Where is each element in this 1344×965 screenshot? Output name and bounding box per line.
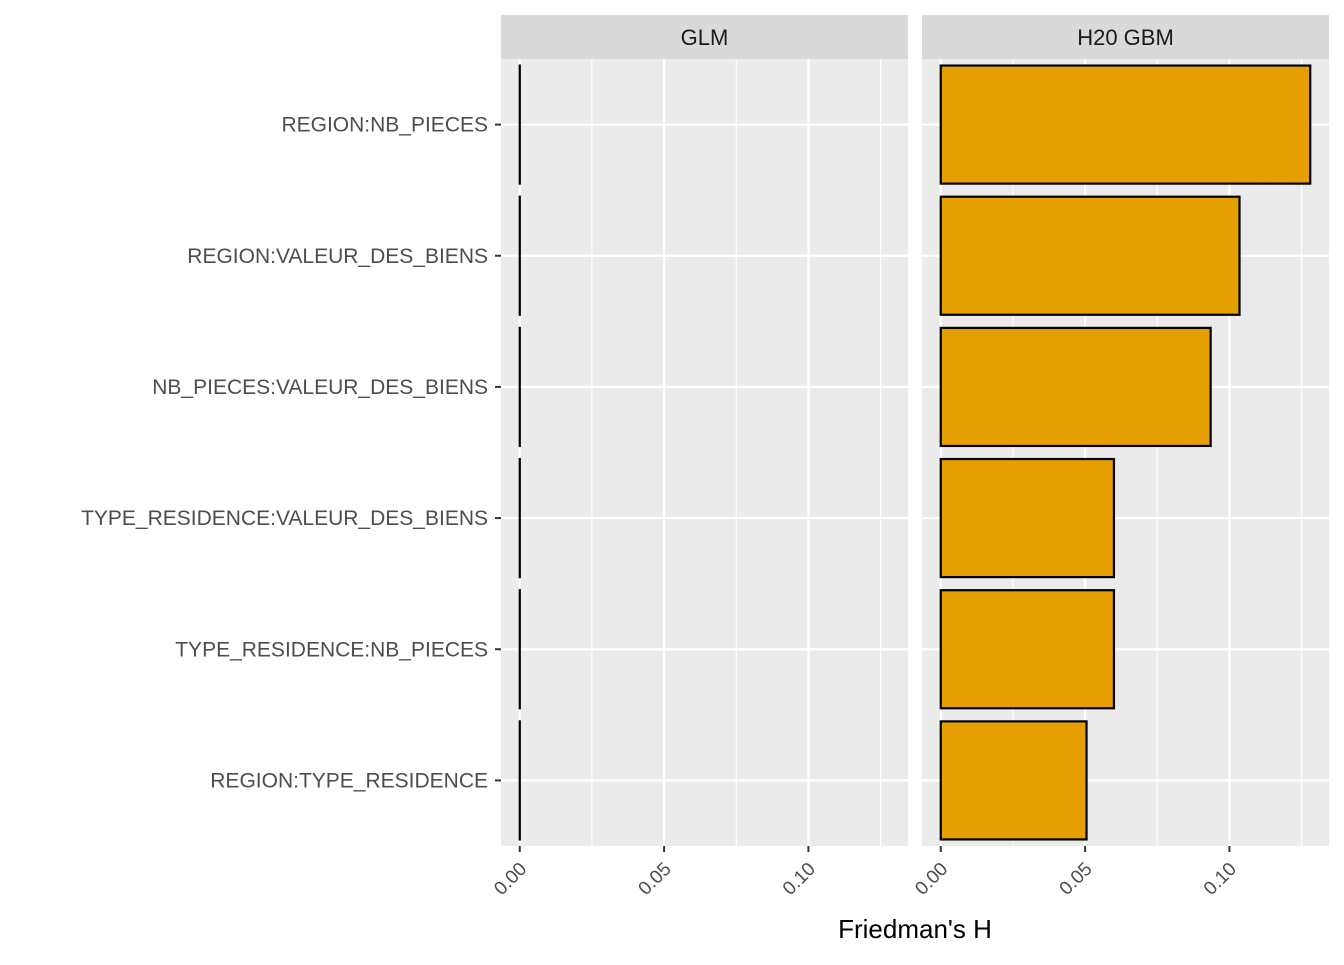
facet-strip-label: H20 GBM [1077, 25, 1174, 50]
x-tick-label: 0.10 [779, 859, 820, 900]
y-tick-label: TYPE_RESIDENCE:VALEUR_DES_BIENS [81, 507, 488, 530]
y-tick-label: REGION:NB_PIECES [281, 114, 488, 137]
y-tick-label: REGION:VALEUR_DES_BIENS [187, 245, 488, 268]
bar [941, 590, 1114, 708]
y-tick-label: REGION:TYPE_RESIDENCE [210, 769, 488, 792]
x-tick-label: 0.10 [1200, 859, 1241, 900]
x-tick-label: 0.00 [490, 859, 531, 900]
bar [941, 459, 1114, 577]
bar [941, 721, 1087, 839]
bar [941, 197, 1240, 315]
x-axis-title: Friedman's H [838, 914, 992, 944]
bar [941, 328, 1211, 446]
facet-panel-1: H20 GBM 0.00 0.05 0.10 [911, 15, 1329, 900]
panel-background [501, 59, 908, 846]
x-tick-label: 0.05 [1056, 859, 1097, 900]
y-tick-label: TYPE_RESIDENCE:NB_PIECES [175, 638, 488, 661]
x-tick-label: 0.00 [911, 859, 952, 900]
y-tick-label: NB_PIECES:VALEUR_DES_BIENS [152, 376, 488, 399]
x-tick-label: 0.05 [635, 859, 676, 900]
facet-strip-label: GLM [681, 25, 729, 50]
bar [941, 66, 1310, 184]
facet-panel-0: GLM 0.00 0.05 0.10 [490, 15, 908, 900]
